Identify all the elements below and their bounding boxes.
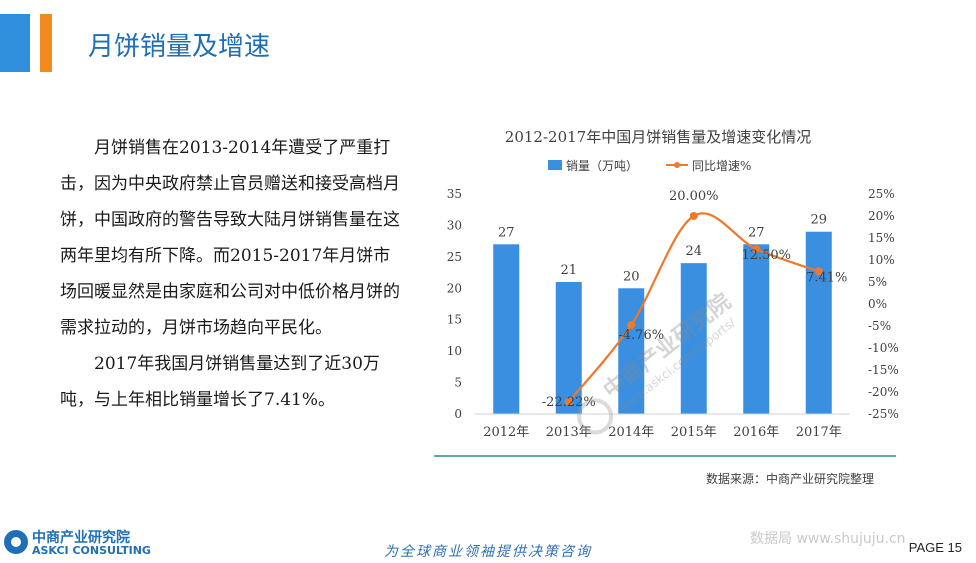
x-axis-tick-label: 2014年 [608, 425, 654, 440]
right-axis-tick-label: -5% [868, 319, 891, 333]
x-axis-tick-label: 2015年 [671, 425, 717, 440]
x-axis-tick-label: 2016年 [733, 425, 779, 440]
watermark-logo-icon [577, 398, 614, 435]
diagonal-watermark: 中商产业研究院 www.askci.com/reports/ [577, 289, 739, 435]
right-axis-tick-label: 10% [868, 253, 895, 267]
x-axis-tick-label: 2013年 [546, 425, 592, 440]
right-axis-tick-label: -10% [868, 341, 899, 355]
left-axis-tick-label: 35 [447, 187, 462, 201]
legend-swatch-marker [674, 162, 680, 168]
legend-label-line: 同比增速% [692, 159, 751, 173]
x-axis-tick-label: 2012年 [483, 425, 529, 440]
right-axis-tick-label: 15% [868, 231, 895, 245]
header-accent-blue [0, 14, 30, 72]
bar-data-label: 29 [810, 213, 827, 228]
growth-point [627, 320, 636, 329]
logo-text-cn: 中商产业研究院 [32, 530, 130, 546]
chart-title: 2012-2017年中国月饼销售量及增速变化情况 [505, 128, 811, 146]
legend-label-bar: 销量（万吨） [566, 159, 638, 173]
growth-data-label: 12.50% [741, 248, 791, 263]
growth-rate-points [564, 212, 823, 406]
growth-point [689, 212, 698, 220]
right-axis-ticks: -25% -20% -15% -10% -5% 0% 5% 10% 15% 20% 25% [868, 187, 899, 421]
company-logo-icon [4, 530, 28, 554]
left-axis-tick-label: 30 [447, 218, 462, 232]
bar [493, 244, 520, 414]
logo-text-en: ASKCI CONSULTING [32, 544, 151, 557]
bar [743, 244, 770, 414]
right-axis-tick-label: 5% [868, 275, 887, 289]
left-axis-tick-label: 5 [454, 376, 462, 390]
legend-swatch-bar [548, 160, 562, 170]
growth-point [752, 245, 761, 253]
right-axis-tick-label: -15% [868, 363, 899, 377]
x-axis-tick-label: 2017年 [796, 425, 842, 440]
growth-data-label: -4.76% [618, 328, 664, 343]
growth-data-label: 7.41% [806, 270, 847, 285]
header-accent-orange [40, 14, 52, 72]
left-axis-ticks: 0 5 10 15 20 25 30 35 [447, 187, 462, 421]
left-axis-tick-label: 0 [454, 407, 462, 421]
bar [805, 231, 832, 414]
growth-point [814, 267, 823, 276]
growth-data-label: -22.22% [542, 395, 596, 410]
data-source: 数据来源：中商产业研究院整理 [706, 471, 874, 486]
chart-legend: 销量（万吨） 同比增速% [548, 159, 751, 173]
growth-point [564, 397, 573, 406]
bar [680, 263, 707, 414]
body-text: 月饼销售在2013-2014年遭受了严重打击，因为中央政府禁止官员赠送和接受高档… [60, 130, 400, 418]
bar-data-label: 21 [560, 263, 577, 278]
sales-growth-chart: 2012-2017年中国月饼销售量及增速变化情况 销量（万吨） 同比增速% 0 5… [434, 128, 899, 486]
body-paragraph: 2017年我国月饼销售量达到了近30万吨，与上年相比销量增长了7.41%。 [60, 354, 380, 410]
footer-logo: 中商产业研究院 ASKCI CONSULTING [4, 526, 151, 560]
bar-data-label: 27 [498, 225, 515, 240]
right-axis-tick-label: -25% [868, 407, 899, 421]
right-axis-tick-label: 20% [868, 209, 895, 223]
bar-data-label: 20 [623, 269, 640, 284]
footer-slogan: 为全球商业领袖提供决策咨询 [384, 544, 592, 560]
bar-series [493, 231, 832, 414]
left-axis-tick-label: 25 [447, 250, 462, 264]
left-axis-tick-label: 20 [447, 281, 462, 295]
page-number: PAGE 15 [908, 540, 962, 555]
left-axis-tick-label: 10 [447, 344, 462, 358]
bar-data-label: 24 [685, 244, 702, 259]
growth-rate-labels: -22.22% -4.76% 20.00% 12.50% 7.41% [542, 189, 848, 410]
body-paragraph: 月饼销售在2013-2014年遭受了严重打击，因为中央政府禁止官员赠送和接受高档… [60, 138, 400, 338]
growth-data-label: 20.00% [669, 189, 719, 204]
right-axis-tick-label: 0% [868, 297, 887, 311]
right-axis-tick-label: -20% [868, 385, 899, 399]
bar-data-label: 27 [748, 225, 765, 240]
right-axis-tick-label: 25% [868, 187, 895, 201]
corner-watermark: 数据局 www.shujuju.cn [750, 531, 906, 547]
left-axis-tick-label: 15 [447, 313, 462, 327]
x-axis-ticks: 2012年 2013年 2014年 2015年 2016年 2017年 [483, 425, 842, 440]
page-title: 月饼销量及增速 [88, 32, 271, 62]
bar-data-labels: 27 21 20 24 27 29 [498, 213, 827, 285]
